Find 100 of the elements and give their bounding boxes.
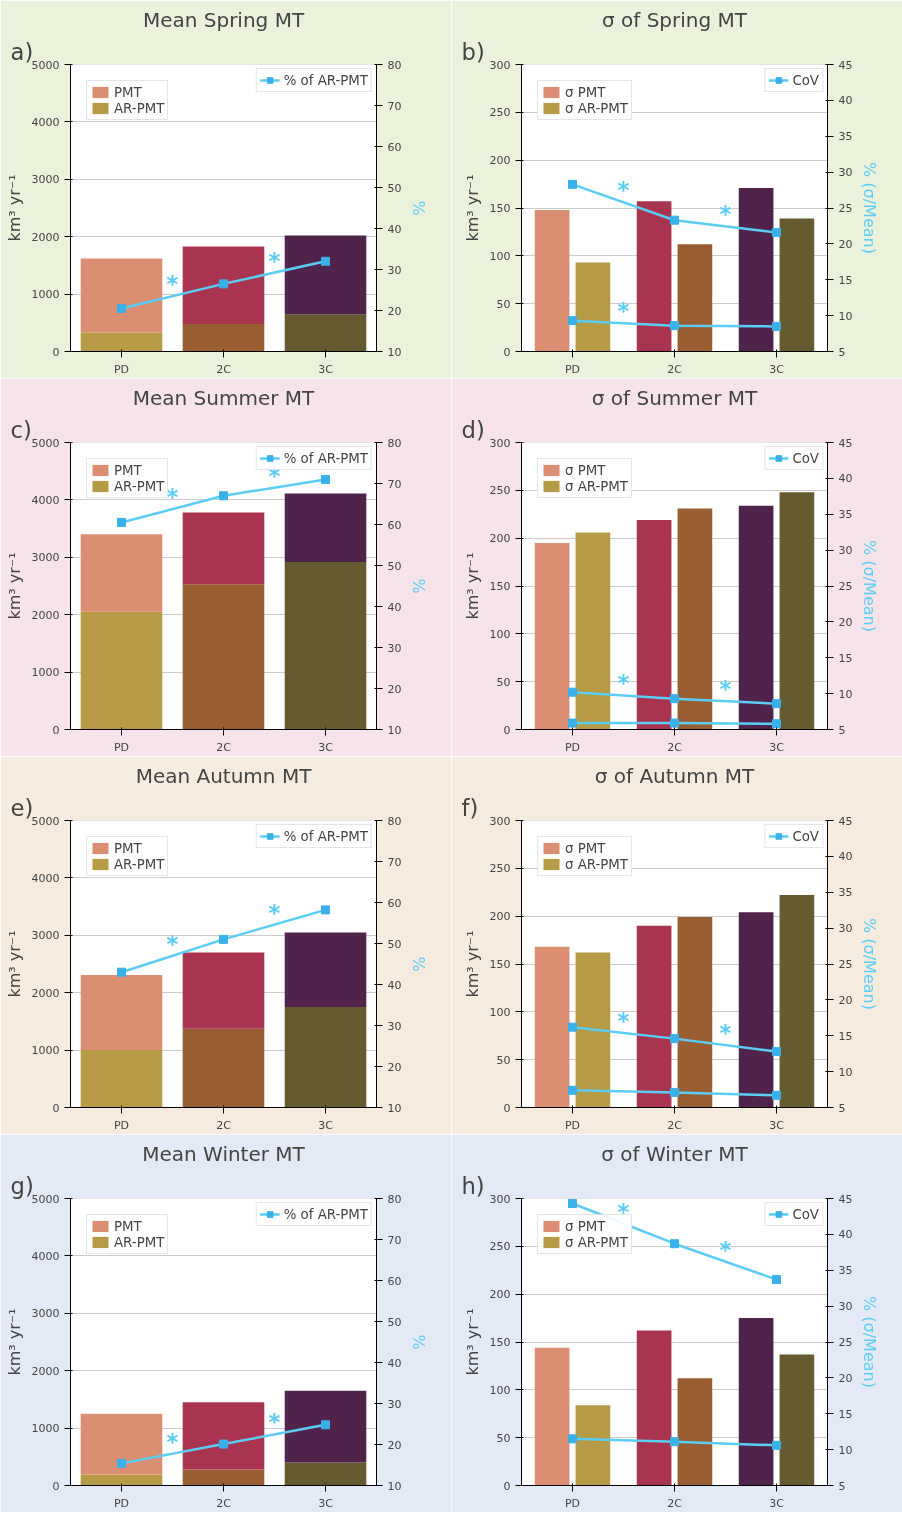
legend-label: CoV	[792, 450, 819, 466]
y-tick-label: 5000	[31, 436, 60, 450]
x-tick-label: PD	[564, 362, 581, 376]
x-tick-label: PD	[113, 1496, 130, 1510]
y-tick-label: 250	[489, 484, 511, 498]
point	[772, 1440, 781, 1450]
x-tick-label: 2C	[216, 1496, 232, 1510]
y-tick-label: 250	[489, 1240, 511, 1254]
bar	[677, 508, 713, 730]
y2-tick-label: 70	[387, 855, 402, 869]
y2-tick-label: 25	[838, 958, 853, 971]
y-tick-label: 0	[503, 1101, 511, 1115]
bar	[636, 519, 672, 730]
annotation: *	[617, 177, 630, 204]
bar	[182, 512, 265, 585]
point	[117, 967, 126, 977]
y-tick-label: 150	[489, 958, 511, 971]
legend-label: AR-PMT	[114, 1234, 165, 1250]
bar	[779, 492, 815, 730]
y2-tick-label: 30	[838, 544, 853, 558]
y2-tick-label: 40	[387, 978, 402, 992]
bar	[80, 1050, 163, 1108]
y2-tick-label: 80	[387, 58, 402, 72]
bar	[738, 187, 774, 352]
y-axis-title: km³ yr⁻¹	[4, 552, 24, 620]
point	[670, 1239, 679, 1249]
point	[670, 1087, 679, 1097]
y-tick-label: 4000	[31, 871, 60, 885]
y2-tick-label: 20	[387, 304, 402, 318]
chart-title: σ of Autumn MT	[594, 763, 756, 788]
y2-tick-label: 10	[387, 1479, 402, 1493]
y2-axis-title: % (σ/Mean)	[860, 162, 880, 254]
y-tick-label: 0	[503, 723, 511, 737]
bar	[182, 952, 265, 1029]
y-tick-label: 50	[496, 675, 511, 689]
y-axis-title: km³ yr⁻¹	[462, 552, 482, 620]
y2-tick-label: 20	[838, 237, 853, 251]
y-tick-label: 300	[489, 436, 511, 450]
y-tick-label: 3000	[31, 929, 60, 943]
y2-tick-label: 40	[387, 600, 402, 614]
y-tick-label: 3000	[31, 173, 60, 187]
y2-tick-label: 70	[387, 477, 402, 491]
y-tick-label: 0	[52, 723, 60, 737]
legend-label: CoV	[792, 72, 819, 88]
y2-tick-label: 35	[838, 130, 853, 144]
x-tick-label: 2C	[216, 1118, 232, 1132]
point	[219, 491, 228, 501]
bar	[284, 1007, 367, 1108]
x-tick-label: 3C	[769, 1118, 785, 1132]
annotation: *	[617, 1007, 630, 1034]
y2-tick-label: 5	[838, 1101, 846, 1115]
y-tick-label: 4000	[31, 1249, 60, 1263]
y2-axis-title: %	[409, 578, 429, 594]
point	[568, 687, 577, 697]
legend-label: CoV	[792, 828, 819, 844]
point	[772, 1275, 781, 1285]
annotation: *	[268, 247, 281, 274]
legend-label: σ PMT	[565, 462, 606, 478]
point	[321, 905, 330, 915]
y2-tick-label: 15	[838, 273, 853, 287]
y2-tick-label: 80	[387, 1192, 402, 1206]
y-tick-label: 50	[496, 1053, 511, 1067]
annotation: *	[719, 1236, 732, 1263]
x-tick-label: 2C	[667, 1496, 683, 1510]
y-tick-label: 2000	[31, 1364, 60, 1378]
y2-tick-label: 80	[387, 814, 402, 828]
y2-tick-label: 25	[838, 202, 853, 215]
y-axis-title: km³ yr⁻¹	[4, 930, 24, 998]
point	[219, 934, 228, 944]
y2-tick-label: 15	[838, 1029, 853, 1043]
legend-label: σ PMT	[565, 1218, 606, 1234]
legend-label: CoV	[792, 1206, 819, 1222]
y2-tick-label: 10	[838, 1065, 853, 1079]
bar	[182, 323, 265, 352]
text: c)	[10, 416, 32, 443]
y-tick-label: 5000	[31, 1192, 60, 1206]
bar	[677, 1378, 713, 1486]
annotation: *	[166, 484, 179, 511]
y2-tick-label: 50	[387, 559, 402, 573]
bar	[284, 493, 367, 562]
legend-label: PMT	[114, 84, 142, 100]
y2-tick-label: 40	[838, 472, 853, 486]
point	[568, 316, 577, 326]
chart-title: σ of Spring MT	[601, 7, 748, 32]
point	[568, 718, 577, 728]
y2-axis-title: % (σ/Mean)	[860, 1296, 880, 1388]
bar	[534, 542, 570, 730]
y-axis-title: km³ yr⁻¹	[462, 174, 482, 242]
x-tick-label: 2C	[667, 1118, 683, 1132]
y-axis-title: km³ yr⁻¹	[462, 1308, 482, 1376]
annotation: *	[617, 670, 630, 697]
bar	[677, 917, 713, 1108]
point	[568, 179, 577, 189]
bar	[779, 1354, 815, 1486]
y2-tick-label: 10	[387, 345, 402, 359]
y2-tick-label: 15	[838, 651, 853, 665]
y-tick-label: 1000	[31, 1422, 60, 1436]
y2-tick-label: 60	[387, 1274, 402, 1288]
legend-label: PMT	[114, 1218, 142, 1234]
y-tick-label: 150	[489, 580, 511, 593]
